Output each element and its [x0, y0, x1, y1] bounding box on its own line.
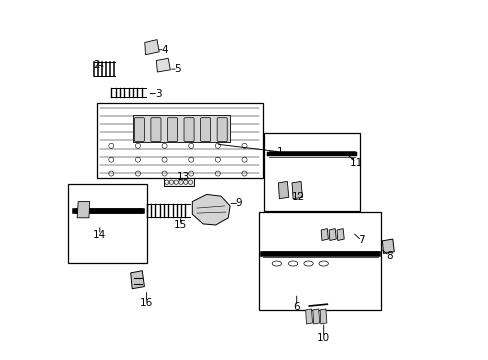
Text: 15: 15 [173, 220, 187, 230]
Bar [68, 184, 147, 263]
Text: 4: 4 [161, 45, 167, 55]
Polygon shape [320, 309, 326, 324]
Bar [258, 212, 381, 310]
Polygon shape [336, 229, 344, 240]
Polygon shape [278, 181, 288, 199]
Bar [264, 133, 359, 211]
Text: 3: 3 [155, 89, 161, 99]
Polygon shape [130, 271, 144, 289]
FancyBboxPatch shape [151, 118, 161, 141]
Text: 11: 11 [349, 158, 362, 168]
Polygon shape [144, 40, 159, 55]
Text: 10: 10 [317, 333, 329, 343]
FancyBboxPatch shape [164, 178, 193, 186]
Polygon shape [321, 229, 328, 240]
FancyBboxPatch shape [134, 118, 144, 141]
Text: 13: 13 [176, 172, 189, 182]
Polygon shape [328, 229, 336, 240]
Text: 6: 6 [293, 302, 300, 312]
Text: 5: 5 [174, 64, 181, 74]
Polygon shape [312, 309, 319, 324]
Text: 2: 2 [93, 60, 99, 70]
Text: 7: 7 [357, 235, 364, 246]
Ellipse shape [272, 261, 281, 266]
FancyBboxPatch shape [167, 118, 177, 141]
Text: 8: 8 [385, 251, 392, 261]
Polygon shape [305, 309, 312, 324]
FancyBboxPatch shape [183, 118, 194, 141]
Polygon shape [382, 239, 393, 253]
Ellipse shape [303, 261, 313, 266]
Text: 9: 9 [235, 198, 242, 208]
Text: 1: 1 [277, 147, 283, 157]
Polygon shape [156, 58, 170, 72]
Text: 12: 12 [291, 192, 305, 202]
Polygon shape [97, 103, 262, 178]
Polygon shape [77, 202, 89, 218]
Ellipse shape [318, 261, 328, 266]
Ellipse shape [288, 261, 297, 266]
FancyBboxPatch shape [217, 118, 227, 141]
Polygon shape [133, 115, 230, 142]
Text: 16: 16 [140, 298, 153, 308]
Text: 14: 14 [93, 230, 106, 240]
FancyBboxPatch shape [200, 118, 210, 141]
Polygon shape [291, 181, 302, 199]
Polygon shape [192, 194, 230, 225]
